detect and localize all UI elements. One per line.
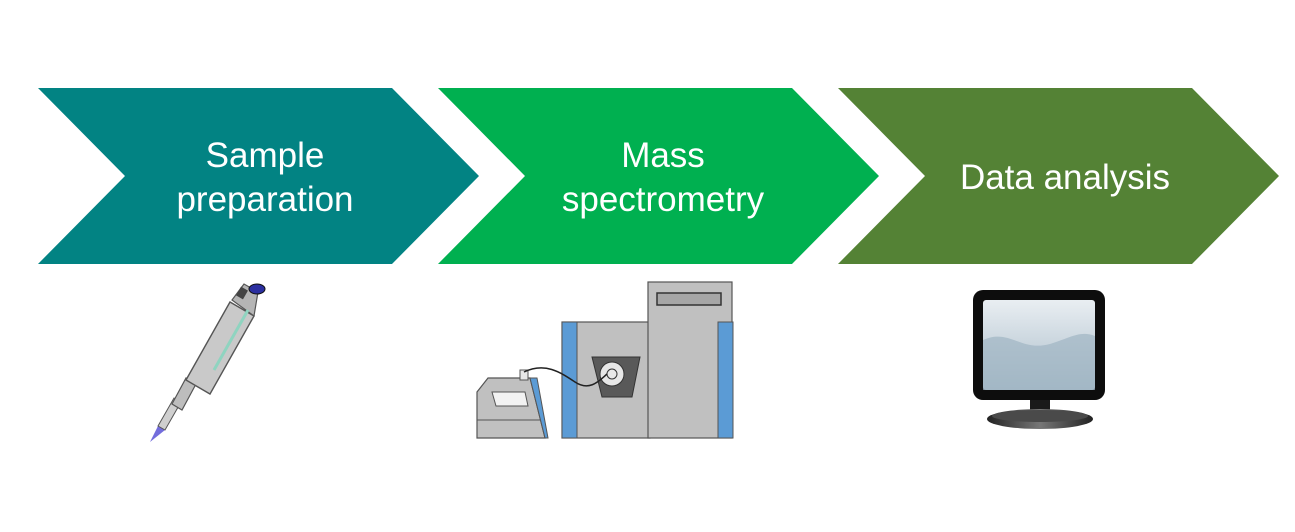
step-label-line: spectrometry [561, 180, 765, 219]
step-label-mass-spectrometry: Mass spectrometry [528, 130, 798, 226]
step-label-line: Mass [621, 136, 705, 175]
step-label-line: Sample [205, 136, 325, 175]
chevron-mass-spectrometry [438, 88, 879, 264]
chevron-data-analysis [838, 88, 1279, 264]
chevron-sample-preparation [38, 88, 479, 264]
step-label-sample-preparation: Sample preparation [130, 130, 400, 226]
step-label-line: preparation [176, 180, 354, 219]
pipette-icon [150, 283, 266, 442]
step-label-data-analysis: Data analysis [925, 154, 1205, 202]
mass-spectrometer-icon [476, 281, 734, 439]
step-label-line: Data analysis [959, 158, 1171, 197]
computer-monitor-icon [973, 290, 1105, 429]
